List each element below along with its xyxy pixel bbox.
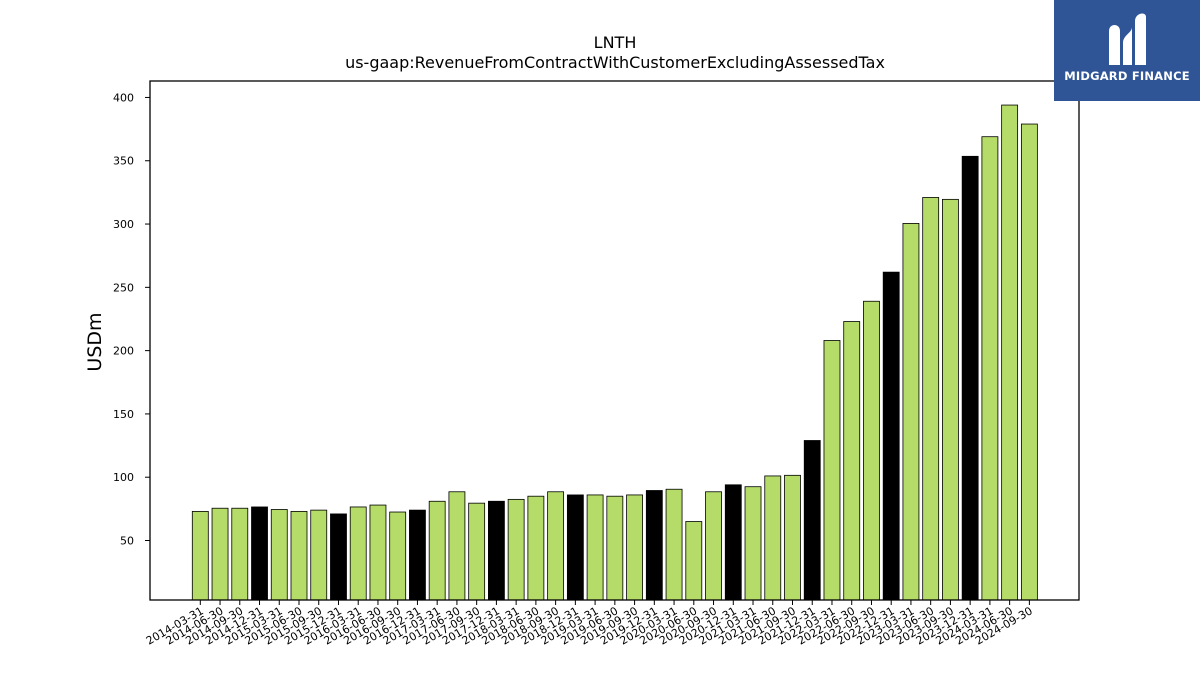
bar-2022-06-30 bbox=[843, 321, 861, 601]
y-tick-label: 100 bbox=[113, 471, 134, 484]
plot-frame bbox=[149, 80, 1080, 601]
bar-2017-03-31 bbox=[428, 500, 446, 601]
midgard-finance-logo: MIDGARD FINANCE bbox=[1054, 0, 1200, 101]
bar-2021-03-31 bbox=[744, 486, 762, 601]
bar-2018-03-31 bbox=[507, 498, 525, 601]
bar-2023-06-30 bbox=[922, 197, 940, 601]
bar-2020-09-30 bbox=[705, 491, 722, 601]
bar-2020-06-30 bbox=[685, 521, 703, 601]
bar-2016-06-30 bbox=[369, 504, 387, 601]
bar-2019-06-30 bbox=[606, 495, 624, 601]
chart-subtitle: us-gaap:RevenueFromContractWithCustomerE… bbox=[345, 53, 885, 72]
bar-2022-03-31 bbox=[823, 340, 841, 601]
y-tick-label: 150 bbox=[113, 408, 134, 421]
bar-2018-09-30 bbox=[547, 491, 565, 601]
bar-2023-12-31 bbox=[961, 155, 979, 601]
y-tick-label: 300 bbox=[113, 218, 134, 231]
x-ticks: 2014-03-312014-06-302014-09-302014-12-31… bbox=[144, 600, 1035, 648]
bar-2023-09-30 bbox=[942, 198, 959, 601]
bar-2018-06-30 bbox=[527, 495, 545, 601]
bar-2019-09-30 bbox=[626, 494, 643, 601]
bar-2014-06-30 bbox=[211, 507, 229, 601]
bar-2016-12-31 bbox=[409, 509, 426, 601]
y-tick-label: 250 bbox=[113, 281, 134, 294]
bar-2017-09-30 bbox=[468, 502, 486, 601]
bar-2024-09-30 bbox=[1020, 123, 1038, 601]
bar-2015-12-31 bbox=[330, 513, 347, 601]
y-tick-label: 200 bbox=[113, 345, 134, 358]
bar-2017-12-31 bbox=[487, 500, 505, 601]
bar-2019-12-31 bbox=[645, 490, 663, 601]
chart-title: LNTH bbox=[594, 33, 637, 52]
bar-2023-03-31 bbox=[902, 223, 920, 601]
y-tick-label: 400 bbox=[113, 91, 134, 104]
bars-group bbox=[191, 104, 1038, 601]
y-tick-label: 50 bbox=[120, 535, 134, 548]
logo-mark-icon bbox=[1109, 13, 1146, 65]
bar-2019-03-31 bbox=[586, 494, 604, 601]
bar-2016-09-30 bbox=[389, 511, 407, 601]
bar-2016-03-31 bbox=[349, 506, 367, 601]
bar-2015-06-30 bbox=[290, 510, 308, 601]
bar-2014-12-31 bbox=[251, 506, 268, 601]
bar-2020-03-31 bbox=[665, 488, 683, 601]
y-axis-label: USDm bbox=[84, 312, 106, 371]
bar-2022-09-30 bbox=[863, 300, 880, 601]
bar-2021-09-30 bbox=[784, 474, 801, 601]
bar-2014-09-30 bbox=[231, 507, 249, 601]
bar-2015-09-30 bbox=[310, 509, 328, 601]
logo-text: MIDGARD FINANCE bbox=[1064, 69, 1190, 83]
y-tick-label: 350 bbox=[113, 155, 134, 168]
bar-2017-06-30 bbox=[448, 491, 466, 601]
bar-2018-12-31 bbox=[566, 494, 584, 601]
bar-2024-06-30 bbox=[1001, 104, 1019, 601]
bar-2020-12-31 bbox=[724, 484, 742, 601]
bar-2014-03-31 bbox=[191, 510, 209, 601]
y-ticks: 50 100 150 200 250 300 350 400 bbox=[113, 91, 150, 548]
bar-2021-12-31 bbox=[803, 440, 821, 601]
bar-2024-03-31 bbox=[981, 136, 999, 601]
bar-2022-12-31 bbox=[882, 271, 900, 601]
bar-2021-06-30 bbox=[764, 475, 782, 601]
bar-2015-03-31 bbox=[270, 509, 288, 601]
